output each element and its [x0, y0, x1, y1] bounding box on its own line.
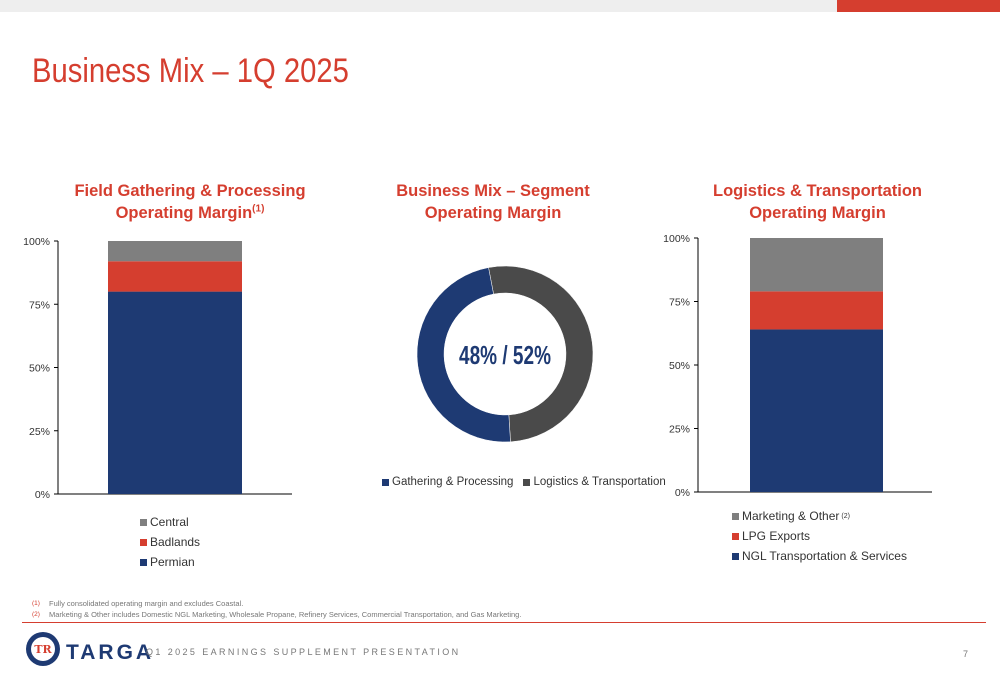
donut-slice-gathering-processing	[416, 267, 511, 443]
chart2-legend: Gathering & Processing Logistics & Trans…	[382, 474, 676, 490]
chart3-segment-lpg-exports	[750, 291, 883, 330]
legend-label: LPG Exports	[742, 529, 811, 543]
legend-item-permian: Permian	[140, 552, 200, 572]
chart3-title: Logistics & Transportation Operating Mar…	[712, 182, 923, 222]
legend-label: Marketing & Other	[742, 509, 840, 523]
targa-logo-icon: TR	[26, 632, 60, 666]
chart1-title-footnote: (1)	[252, 203, 265, 215]
chart3-y-tick-label: 0%	[675, 487, 690, 499]
legend-label: Logistics & Transportation	[533, 476, 666, 488]
footnote-1: (1) Fully consolidated operating margin a…	[32, 598, 521, 609]
chart3-segment-marketing-other	[750, 238, 883, 292]
footer-divider	[22, 622, 986, 623]
footnote-mark: (1)	[32, 600, 40, 607]
legend-swatch	[732, 512, 739, 520]
legend-label: NGL Transportation & Services	[742, 549, 907, 563]
logistics-chart: 0% 25% 50% 75% 100%	[663, 233, 932, 499]
chart1-legend: Central Badlands Permian	[140, 512, 200, 572]
chart1-segment-badlands	[108, 261, 242, 292]
chart2-title: Business Mix – Segment Operating Margin	[396, 182, 590, 222]
legend-swatch	[140, 518, 147, 526]
legend-label: Permian	[150, 555, 195, 569]
chart1-title-text: Field Gathering & Processing Operating M…	[74, 182, 306, 222]
chart1-y-tick-label: 100%	[23, 236, 50, 248]
business-mix-donut: 48% / 52%	[416, 265, 594, 443]
donut-center-label: 48% / 52%	[459, 340, 551, 370]
chart3-y-tick-label: 25%	[669, 424, 690, 436]
footnote-mark: (2)	[32, 611, 40, 618]
chart3-y-tick-label: 100%	[663, 233, 690, 245]
legend-item-central: Central	[140, 512, 200, 532]
legend-item-gathering-processing: Gathering & Processing	[382, 474, 513, 490]
legend-label: Badlands	[150, 535, 201, 549]
legend-item-marketing-other: Marketing & Other (2)	[732, 506, 907, 526]
chart3-segment-ngl-transportation-services	[750, 329, 883, 492]
legend-swatch	[140, 538, 147, 546]
legend-label: Central	[150, 515, 189, 529]
chart1-y-tick-label: 25%	[29, 426, 50, 438]
legend-swatch	[382, 478, 389, 486]
legend-swatch	[732, 552, 739, 560]
legend-item-logistics-transportation: Logistics & Transportation	[523, 474, 666, 490]
chart1-y-tick-label: 75%	[29, 299, 50, 311]
page-title: Business Mix – 1Q 2025	[32, 52, 349, 90]
footnotes: (1) Fully consolidated operating margin a…	[32, 598, 521, 620]
top-band	[0, 0, 1000, 12]
legend-item-lpg-exports: LPG Exports	[732, 526, 907, 546]
chart3-legend: Marketing & Other (2) LPG Exports NGL Tra…	[732, 506, 907, 566]
legend-swatch	[523, 478, 531, 486]
chart3-y-tick-label: 75%	[669, 297, 690, 309]
field-gathering-chart: 0% 25% 50% 75% 100%	[23, 236, 292, 501]
chart1-title: Field Gathering & Processing Operating M…	[50, 180, 330, 224]
footnote-text: Marketing & Other includes Domestic NGL …	[49, 610, 522, 619]
legend-swatch	[732, 532, 739, 540]
legend-item-ngl-transportation: NGL Transportation & Services	[732, 546, 907, 566]
chart1-segment-permian	[108, 291, 242, 494]
page-number: 7	[962, 649, 968, 659]
chart1-y-tick-label: 0%	[35, 489, 50, 501]
footnote-2: (2) Marketing & Other includes Domestic N…	[32, 609, 521, 620]
top-accent-bar	[837, 0, 1000, 12]
legend-label: Gathering & Processing	[392, 476, 514, 488]
footer-text: Q1 2025 EARNINGS SUPPLEMENT PRESENTATION	[146, 647, 461, 657]
chart1-y-tick-label: 50%	[29, 363, 50, 375]
legend-footnote: (2)	[841, 512, 850, 520]
brand-name: TARGA	[66, 641, 155, 664]
chart3-y-tick-label: 50%	[669, 360, 690, 372]
footnote-text: Fully consolidated operating margin and …	[49, 599, 244, 608]
legend-swatch	[140, 558, 147, 566]
logo-inner: TR	[31, 637, 55, 661]
legend-item-badlands: Badlands	[140, 532, 200, 552]
chart1-segment-central	[108, 241, 242, 262]
